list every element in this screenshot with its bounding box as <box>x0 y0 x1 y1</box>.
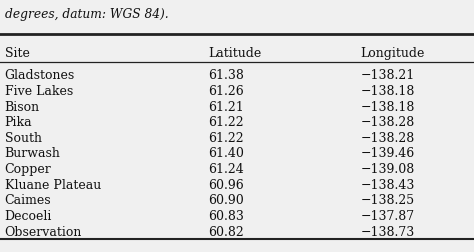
Text: 61.24: 61.24 <box>209 163 244 176</box>
Text: −138.25: −138.25 <box>360 194 414 207</box>
Text: Decoeli: Decoeli <box>5 210 52 223</box>
Text: 61.22: 61.22 <box>209 116 244 129</box>
Text: −138.21: −138.21 <box>360 69 414 82</box>
Text: South: South <box>5 132 42 145</box>
Text: 61.40: 61.40 <box>209 147 245 161</box>
Text: −138.28: −138.28 <box>360 116 414 129</box>
Text: 61.38: 61.38 <box>209 69 245 82</box>
Text: −137.87: −137.87 <box>360 210 414 223</box>
Text: 60.90: 60.90 <box>209 194 244 207</box>
Text: −138.18: −138.18 <box>360 101 415 114</box>
Text: Five Lakes: Five Lakes <box>5 85 73 98</box>
Text: Pika: Pika <box>5 116 32 129</box>
Text: −138.73: −138.73 <box>360 226 414 239</box>
Text: Kluane Plateau: Kluane Plateau <box>5 179 101 192</box>
Text: Gladstones: Gladstones <box>5 69 75 82</box>
Text: Bison: Bison <box>5 101 40 114</box>
Text: −138.43: −138.43 <box>360 179 415 192</box>
Text: 60.96: 60.96 <box>209 179 244 192</box>
Text: Burwash: Burwash <box>5 147 61 161</box>
Text: Site: Site <box>5 47 29 60</box>
Text: 61.21: 61.21 <box>209 101 244 114</box>
Text: degrees, datum: WGS 84).: degrees, datum: WGS 84). <box>5 8 168 21</box>
Text: 61.26: 61.26 <box>209 85 244 98</box>
Text: Longitude: Longitude <box>360 47 425 60</box>
Text: −139.46: −139.46 <box>360 147 414 161</box>
Text: −138.18: −138.18 <box>360 85 415 98</box>
Text: Caimes: Caimes <box>5 194 51 207</box>
Text: −139.08: −139.08 <box>360 163 414 176</box>
Text: Latitude: Latitude <box>209 47 262 60</box>
Text: 60.83: 60.83 <box>209 210 245 223</box>
Text: Copper: Copper <box>5 163 52 176</box>
Text: −138.28: −138.28 <box>360 132 414 145</box>
Text: 61.22: 61.22 <box>209 132 244 145</box>
Text: Observation: Observation <box>5 226 82 239</box>
Text: 60.82: 60.82 <box>209 226 244 239</box>
